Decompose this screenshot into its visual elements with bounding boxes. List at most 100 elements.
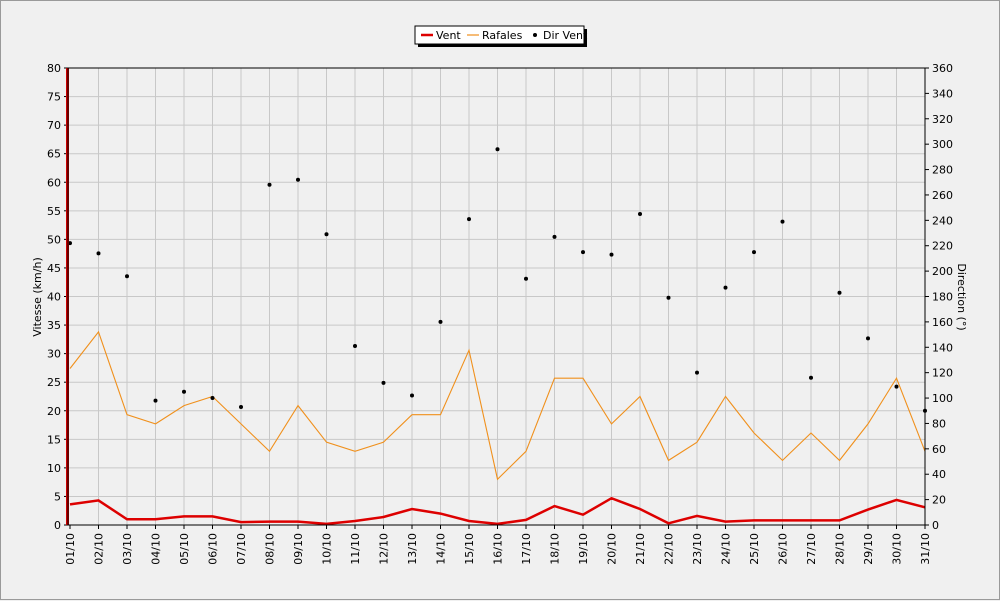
x-tick-label: 04/10 — [150, 533, 163, 565]
right-tick-label: 140 — [932, 341, 953, 354]
left-tick-label: 15 — [47, 433, 61, 446]
x-tick-label: 17/10 — [520, 533, 533, 565]
data-point-dir-vent — [609, 252, 614, 257]
data-point-dir-vent — [267, 182, 272, 187]
left-tick-label: 10 — [47, 462, 61, 475]
x-tick-label: 30/10 — [891, 533, 904, 565]
data-point-dir-vent — [695, 370, 699, 375]
data-point-dir-vent — [638, 211, 642, 216]
data-point-dir-vent — [296, 177, 300, 182]
legend-label-rafales: Rafales — [482, 29, 523, 42]
data-point-dir-vent — [866, 336, 870, 341]
left-axis-ticks: 0 5 10 15 20 25 30 35 40 45 50 55 60 65 70 75 80 — [47, 62, 68, 532]
x-tick-label: 05/10 — [178, 533, 191, 565]
x-tick-label: 29/10 — [862, 533, 875, 565]
legend-label-vent: Vent — [436, 29, 461, 42]
data-point-dir-vent — [723, 285, 728, 290]
x-tick-label: 20/10 — [606, 533, 619, 565]
right-tick-label: 360 — [932, 62, 953, 75]
series-line-vent — [69, 496, 926, 526]
x-tick-label: 15/10 — [463, 533, 476, 565]
x-tick-label: 03/10 — [121, 533, 134, 565]
right-tick-label: 320 — [932, 113, 953, 126]
data-point-dir-vent — [666, 295, 671, 300]
data-point-dir-vent — [894, 384, 899, 389]
data-point-dir-vent — [410, 393, 414, 398]
x-tick-label: 21/10 — [634, 533, 647, 565]
left-tick-label: 80 — [47, 62, 61, 75]
x-tick-label: 07/10 — [235, 533, 248, 565]
left-tick-label: 60 — [47, 176, 61, 189]
left-tick-label: 30 — [47, 348, 61, 361]
right-tick-label: 60 — [932, 443, 946, 456]
x-tick-label: 01/10 — [64, 533, 77, 565]
x-tick-label: 28/10 — [834, 533, 847, 565]
x-tick-label: 13/10 — [406, 533, 419, 565]
right-tick-label: 300 — [932, 138, 953, 151]
left-tick-label: 55 — [47, 205, 61, 218]
legend-swatch-dir-vent — [533, 33, 537, 37]
left-tick-label: 70 — [47, 119, 61, 132]
legend: Vent Rafales Dir Vent — [414, 25, 588, 47]
x-axis-ticks: 01/10 02/10 03/10 04/10 05/10 06/10 07/10 08/10… — [64, 525, 932, 565]
data-point-dir-vent — [125, 274, 129, 279]
x-tick-label: 26/10 — [777, 533, 790, 565]
x-tick-label: 25/10 — [748, 533, 761, 565]
right-tick-label: 0 — [932, 519, 939, 532]
legend-label-dir-vent: Dir Vent — [543, 29, 588, 42]
x-tick-label: 12/10 — [378, 533, 391, 565]
x-tick-label: 23/10 — [691, 533, 704, 565]
data-point-dir-vent — [809, 375, 813, 380]
data-point-dir-vent — [153, 398, 158, 403]
right-tick-label: 40 — [932, 468, 946, 481]
left-tick-label: 40 — [47, 291, 61, 304]
left-tick-label: 0 — [54, 519, 61, 532]
left-axis-title: Vitesse (km/h) — [31, 257, 44, 337]
legend-box — [414, 25, 585, 45]
data-point-dir-vent — [752, 250, 756, 255]
data-point-dir-vent — [495, 147, 500, 152]
x-tick-label: 02/10 — [93, 533, 106, 565]
left-tick-label: 75 — [47, 91, 61, 104]
x-tick-label: 19/10 — [577, 533, 590, 565]
x-tick-label: 08/10 — [264, 533, 277, 565]
x-tick-label: 16/10 — [492, 533, 505, 565]
right-axis-ticks: 0 20 40 60 80 100 120 140 160 180 200 220 240 260 280 3… — [925, 62, 953, 532]
right-tick-label: 340 — [932, 87, 953, 100]
right-tick-label: 200 — [932, 265, 953, 278]
right-tick-label: 220 — [932, 240, 953, 253]
left-tick-label: 5 — [54, 490, 61, 503]
x-tick-label: 24/10 — [720, 533, 733, 565]
left-tick-label: 45 — [47, 262, 61, 275]
left-tick-label: 35 — [47, 319, 61, 332]
right-tick-label: 20 — [932, 494, 946, 507]
right-tick-label: 180 — [932, 291, 953, 304]
right-tick-label: 120 — [932, 367, 953, 380]
data-point-dir-vent — [353, 344, 357, 349]
data-point-dir-vent — [467, 217, 471, 222]
x-tick-label: 31/10 — [919, 533, 932, 565]
x-tick-label: 09/10 — [292, 533, 305, 565]
right-axis-title: Direction (°) — [955, 263, 968, 330]
data-point-dir-vent — [381, 380, 386, 385]
x-tick-label: 11/10 — [349, 533, 362, 565]
left-tick-label: 65 — [47, 148, 61, 161]
series-layer — [68, 147, 927, 526]
grid-lines — [68, 68, 925, 525]
left-tick-label: 50 — [47, 233, 61, 246]
data-point-dir-vent — [210, 396, 215, 401]
data-point-dir-vent — [324, 232, 329, 237]
right-tick-label: 260 — [932, 189, 953, 202]
data-point-dir-vent — [96, 251, 101, 256]
data-point-dir-vent — [780, 219, 785, 224]
plot-border — [67, 67, 926, 526]
data-point-dir-vent — [239, 404, 243, 409]
right-tick-label: 100 — [932, 392, 953, 405]
left-tick-label: 25 — [47, 376, 61, 389]
data-point-dir-vent — [581, 250, 585, 255]
left-tick-label: 20 — [47, 405, 61, 418]
x-tick-label: 18/10 — [549, 533, 562, 565]
data-point-dir-vent — [837, 290, 842, 295]
